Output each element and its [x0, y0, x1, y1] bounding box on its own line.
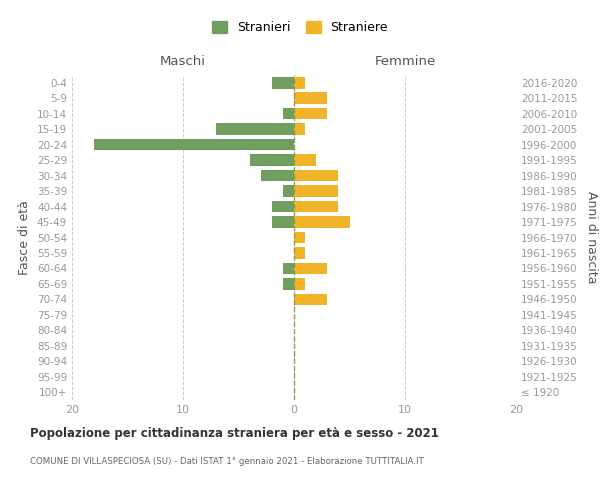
Bar — [261, 170, 294, 181]
Bar — [294, 278, 305, 289]
Bar — [272, 77, 294, 88]
Bar — [294, 170, 338, 181]
Bar — [294, 77, 305, 88]
Bar — [294, 186, 338, 197]
Text: Maschi: Maschi — [160, 55, 206, 68]
Bar — [294, 154, 316, 166]
Text: Popolazione per cittadinanza straniera per età e sesso - 2021: Popolazione per cittadinanza straniera p… — [30, 428, 439, 440]
Bar — [294, 232, 305, 243]
Bar — [283, 186, 294, 197]
Bar — [294, 262, 328, 274]
Bar — [294, 92, 328, 104]
Bar — [294, 108, 328, 120]
Bar — [294, 294, 328, 305]
Bar — [94, 139, 294, 150]
Bar — [294, 200, 338, 212]
Y-axis label: Anni di nascita: Anni di nascita — [586, 191, 598, 284]
Bar — [250, 154, 294, 166]
Y-axis label: Fasce di età: Fasce di età — [19, 200, 31, 275]
Bar — [283, 262, 294, 274]
Bar — [294, 124, 305, 135]
Bar — [283, 278, 294, 289]
Bar — [272, 216, 294, 228]
Bar — [283, 108, 294, 120]
Legend: Stranieri, Straniere: Stranieri, Straniere — [207, 16, 393, 40]
Bar — [217, 124, 294, 135]
Bar — [272, 200, 294, 212]
Text: Femmine: Femmine — [374, 55, 436, 68]
Bar — [294, 216, 350, 228]
Text: COMUNE DI VILLASPECIOSA (SU) - Dati ISTAT 1° gennaio 2021 - Elaborazione TUTTITA: COMUNE DI VILLASPECIOSA (SU) - Dati ISTA… — [30, 458, 424, 466]
Bar — [294, 247, 305, 259]
